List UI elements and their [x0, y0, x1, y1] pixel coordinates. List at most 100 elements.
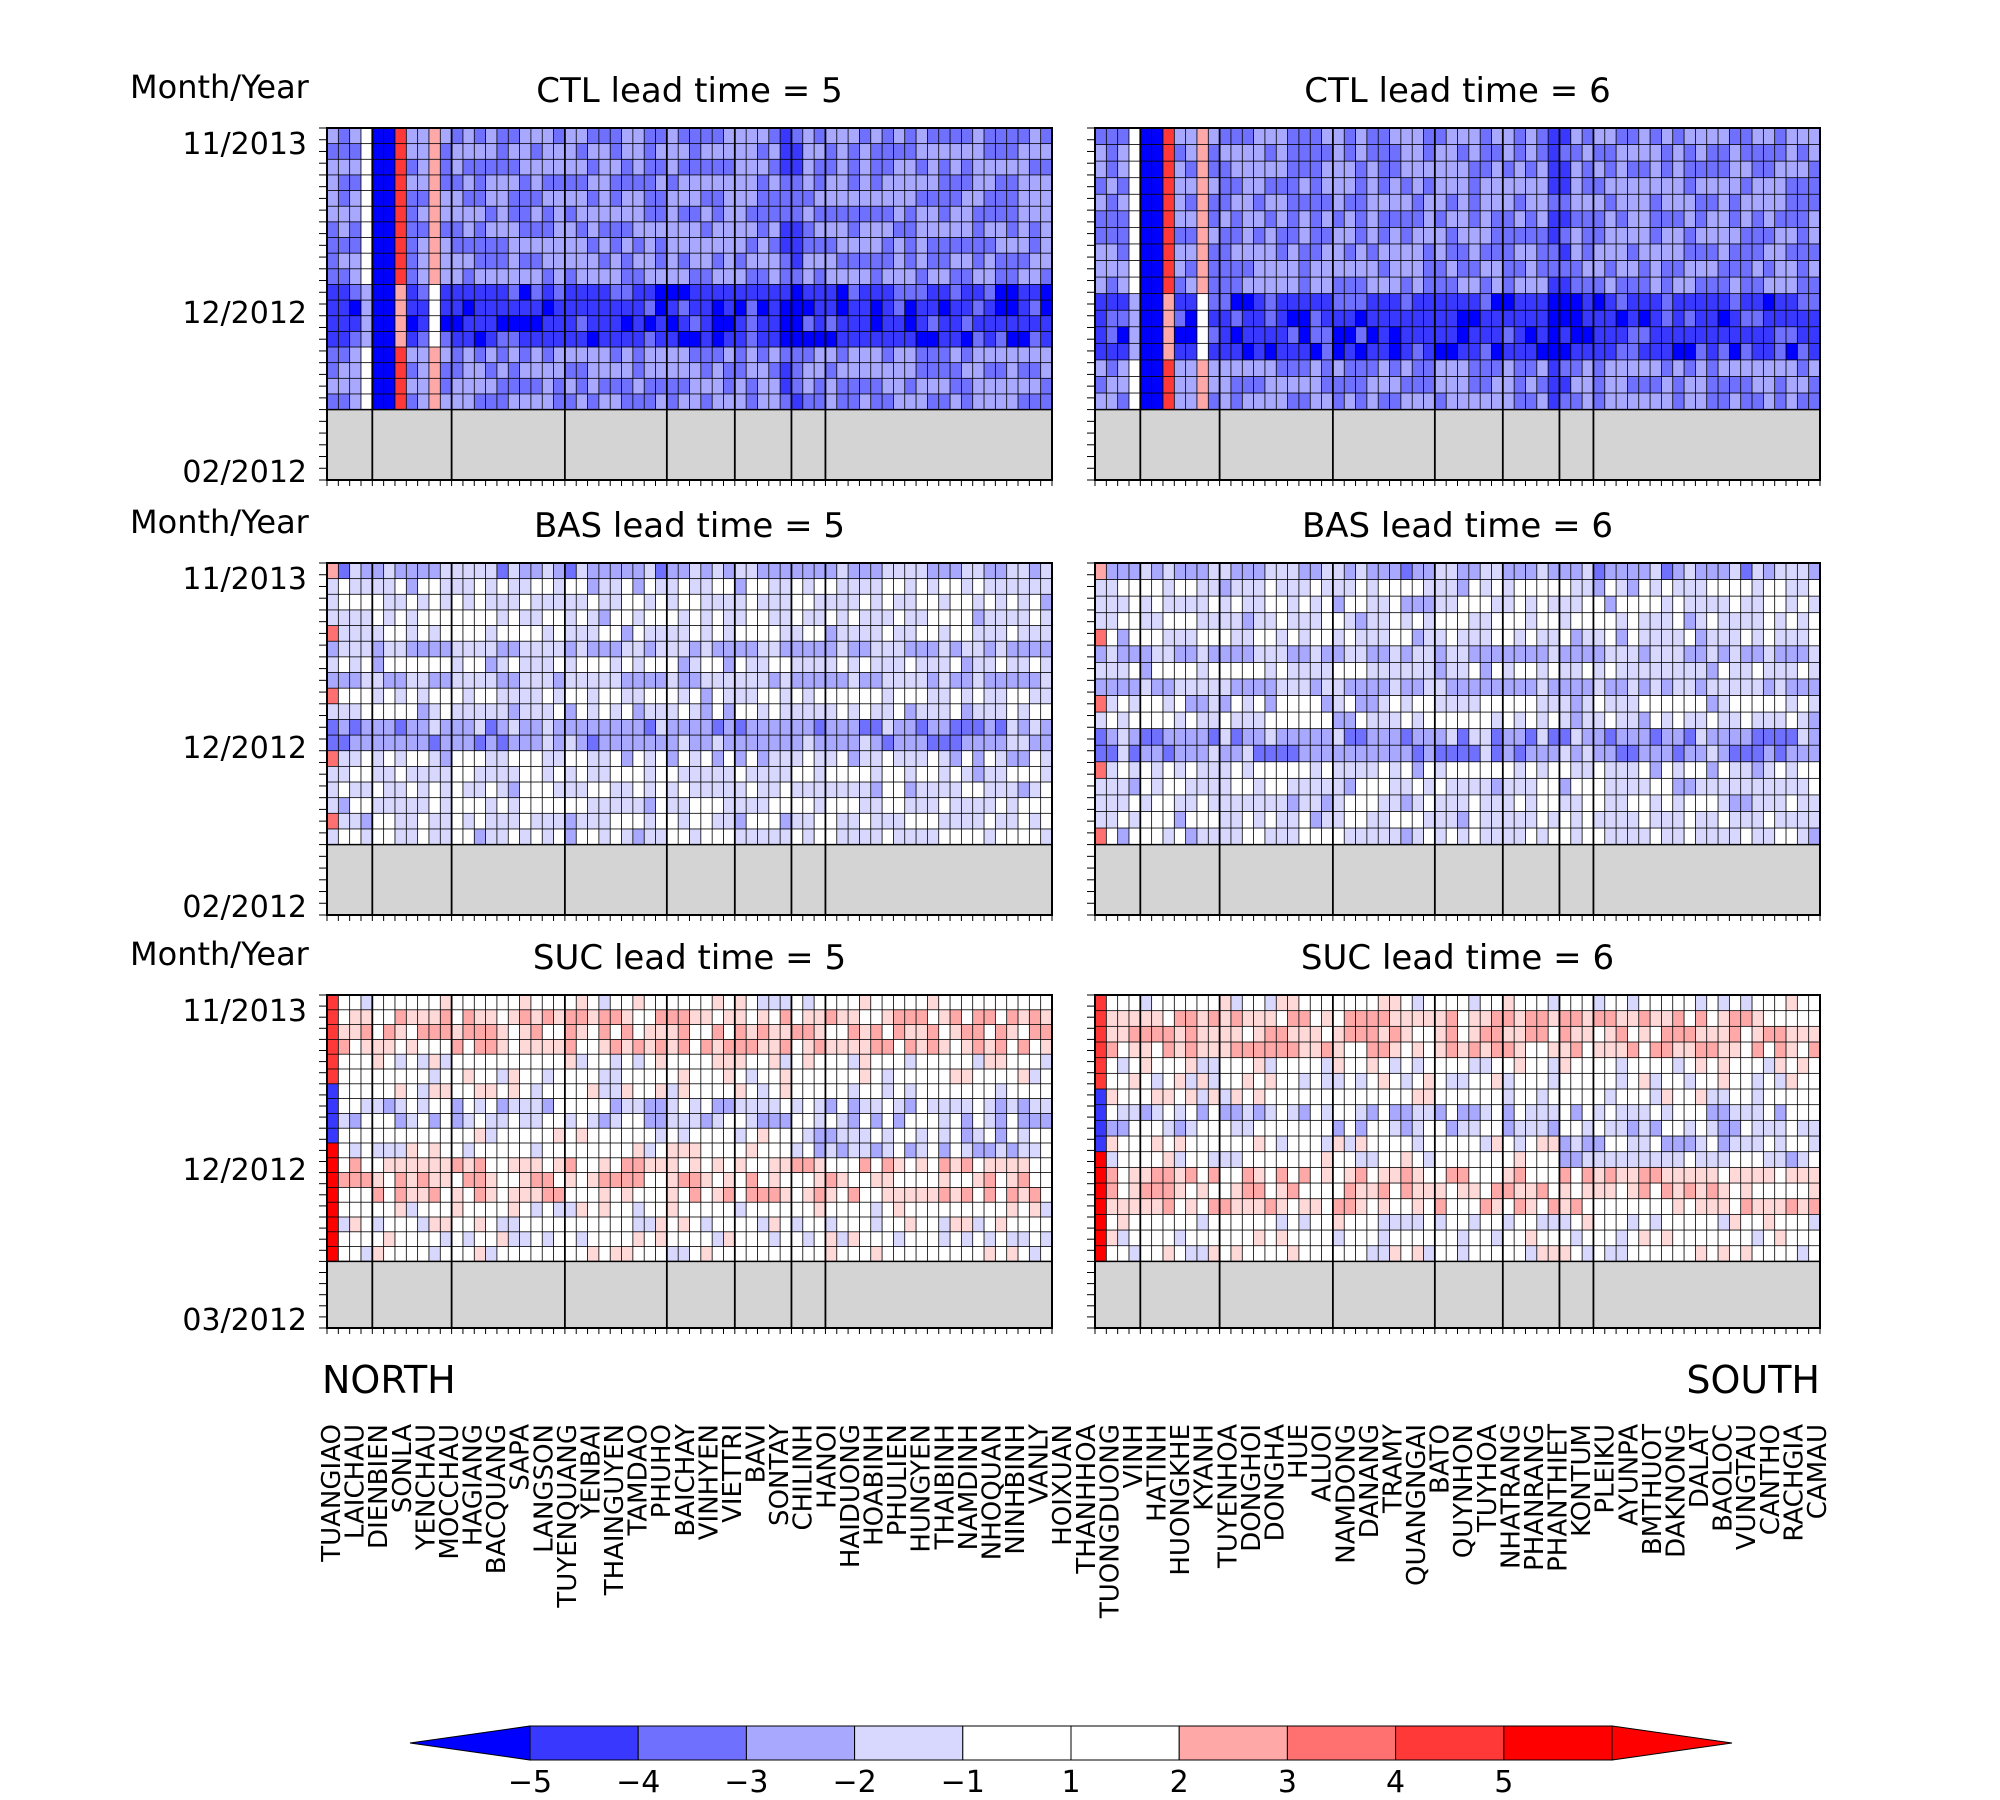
heatmap-cell	[1604, 645, 1617, 664]
heatmap-cell	[326, 562, 340, 580]
heatmap-cell	[734, 268, 747, 286]
heatmap-cell	[587, 284, 600, 301]
heatmap-cell	[1672, 342, 1685, 361]
heatmap-cell	[802, 994, 815, 1011]
heatmap-cell	[473, 994, 487, 1011]
heatmap-cell	[1366, 309, 1379, 328]
heatmap-cell	[564, 190, 577, 207]
heatmap-cell	[926, 190, 940, 207]
heatmap-cell	[723, 625, 736, 642]
heatmap-cell	[405, 562, 419, 580]
heatmap-cell	[825, 656, 838, 674]
heatmap-cell	[1253, 226, 1266, 245]
heatmap-cell	[1547, 579, 1561, 597]
heatmap-cell	[1434, 309, 1447, 328]
heatmap-cell	[1196, 260, 1209, 278]
heatmap-cell	[926, 765, 940, 783]
heatmap-cell	[881, 828, 895, 846]
heatmap-cell	[859, 672, 872, 689]
heatmap-cell	[1298, 144, 1311, 162]
heatmap-cell	[1423, 160, 1436, 179]
heatmap-cell	[1615, 794, 1629, 813]
heatmap-cell	[1196, 695, 1209, 713]
heatmap-cell	[326, 734, 340, 752]
heatmap-cell	[915, 578, 929, 595]
heatmap-cell	[462, 625, 475, 642]
heatmap-cell	[417, 158, 430, 176]
heatmap-cell	[1423, 612, 1436, 630]
heatmap-cell	[1253, 127, 1266, 146]
heatmap-cell	[893, 578, 906, 595]
heatmap-cell	[791, 221, 804, 239]
heatmap-cell	[1774, 177, 1787, 195]
heatmap-cell	[371, 672, 385, 689]
heatmap-cell	[349, 221, 362, 239]
heatmap-cell	[1377, 711, 1391, 730]
heatmap-cell	[1139, 628, 1153, 647]
heatmap-cell	[1434, 678, 1447, 697]
heatmap-cell	[1173, 127, 1187, 146]
heatmap-cell	[847, 346, 861, 364]
heatmap-cell	[1525, 628, 1538, 647]
heatmap-cell	[1040, 625, 1053, 642]
heatmap-cell	[1332, 811, 1345, 829]
heatmap-cell	[1513, 260, 1527, 278]
heatmap-cell	[813, 797, 827, 815]
heatmap-cell	[711, 593, 725, 611]
heatmap-cell	[1536, 678, 1549, 697]
heatmap-cell	[1796, 177, 1810, 195]
heatmap-cell	[1040, 562, 1053, 580]
heatmap-cell	[349, 734, 362, 752]
heatmap-cell	[507, 687, 521, 705]
heatmap-cell	[1774, 342, 1787, 361]
heatmap-cell	[949, 625, 963, 642]
heatmap-cell	[1457, 376, 1470, 394]
heatmap-cell	[666, 812, 679, 830]
heatmap-cell	[1287, 794, 1300, 813]
heatmap-cell	[541, 268, 555, 286]
heatmap-cell	[1796, 144, 1810, 162]
heatmap-cell	[485, 797, 498, 815]
heatmap-cell	[632, 127, 645, 145]
heatmap-cell	[757, 330, 770, 348]
heatmap-cell	[553, 640, 566, 658]
heatmap-cell	[1105, 127, 1119, 146]
heatmap-cell	[1774, 160, 1787, 179]
heatmap-cell	[485, 205, 498, 223]
heatmap-cell	[904, 578, 917, 595]
heatmap-cell	[1173, 595, 1187, 614]
heatmap-cell	[983, 593, 997, 611]
heatmap-cell	[904, 672, 917, 689]
heatmap-cell	[1638, 127, 1651, 146]
heatmap-cell	[904, 562, 917, 580]
heatmap-cell	[1105, 612, 1119, 630]
heatmap-cell	[1570, 210, 1583, 229]
heatmap-cell	[541, 687, 555, 705]
heatmap-cell	[541, 190, 555, 207]
heatmap-cell	[1309, 376, 1323, 394]
heatmap-cell	[496, 315, 509, 333]
heatmap-cell	[1683, 562, 1697, 581]
heatmap-cell	[870, 127, 883, 145]
heatmap-cell	[904, 625, 917, 642]
heatmap-cell	[1040, 346, 1053, 364]
heatmap-cell	[1017, 393, 1031, 411]
heatmap-cell	[451, 377, 464, 395]
heatmap-cell	[1751, 628, 1765, 647]
heatmap-cell	[1400, 260, 1413, 278]
heatmap-cell	[881, 127, 895, 145]
heatmap-cell	[1253, 761, 1266, 780]
heatmap-cell	[791, 330, 804, 348]
heatmap-cell	[938, 205, 951, 223]
heatmap-cell	[1774, 562, 1787, 581]
heatmap-cell	[1343, 761, 1357, 780]
heatmap-cell	[1309, 695, 1323, 713]
heatmap-cell	[1128, 728, 1142, 746]
heatmap-cell	[1264, 645, 1277, 664]
heatmap-cell	[802, 703, 815, 721]
heatmap-cell	[870, 299, 883, 317]
heatmap-cell	[360, 781, 374, 799]
heatmap-cell	[1219, 392, 1232, 411]
heatmap-cell	[779, 158, 793, 176]
heatmap-cell	[689, 268, 702, 286]
